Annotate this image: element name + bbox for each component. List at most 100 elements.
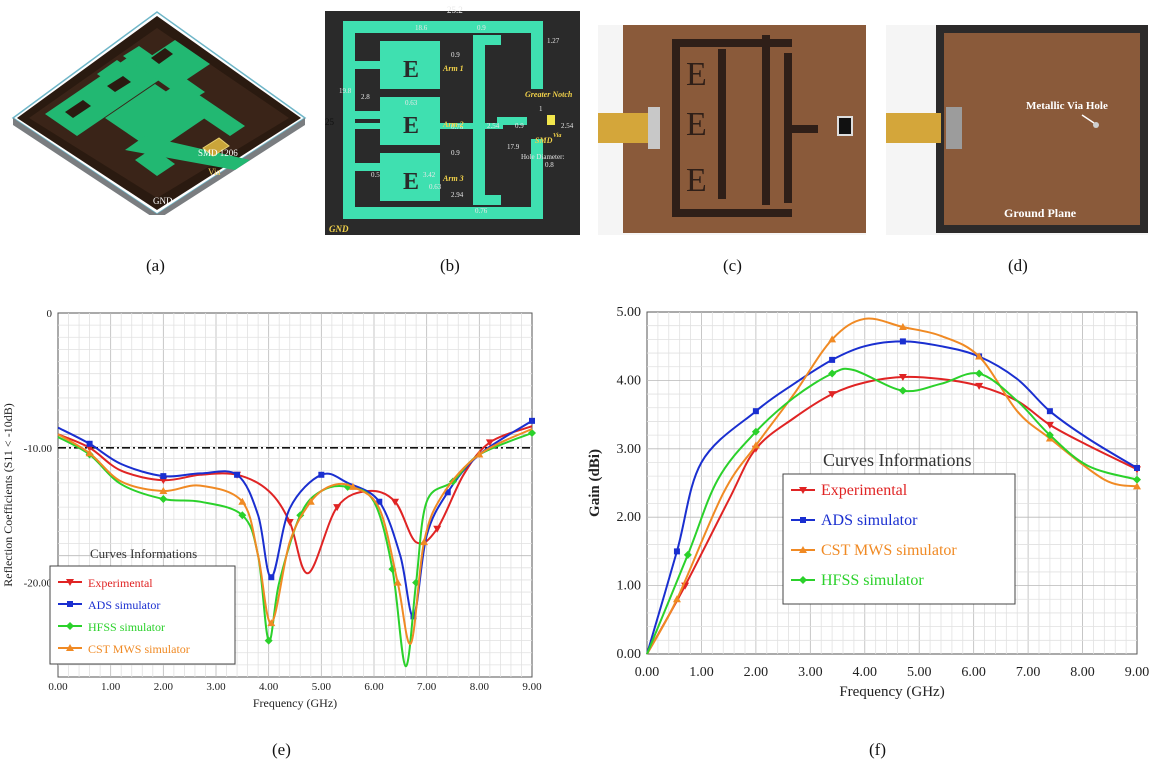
data-point — [85, 449, 94, 457]
data-point — [306, 497, 315, 505]
legend-label: CST MWS simulator — [88, 642, 190, 656]
data-point — [1046, 408, 1053, 415]
fabricated-bottom-photo: Metallic Via Hole Ground Plane — [886, 25, 1148, 235]
data-point — [391, 498, 400, 506]
data-point — [238, 511, 247, 520]
data-point — [898, 373, 907, 381]
data-point — [1045, 431, 1054, 440]
series-line — [646, 340, 1138, 655]
legend-label: HFSS simulator — [88, 620, 165, 634]
sma-connector — [598, 113, 653, 143]
y-tick-label: 2.00 — [617, 510, 642, 525]
dim-feed1: 2.54 — [487, 122, 500, 130]
x-tick-label: 7.00 — [1016, 665, 1041, 680]
y-tick-label: 4.00 — [617, 373, 642, 388]
data-point — [285, 518, 294, 526]
data-point — [86, 440, 93, 447]
series-hfss-simulator — [646, 367, 1141, 655]
data-point — [159, 495, 168, 504]
legend-marker — [66, 622, 74, 630]
svg-text:E: E — [403, 113, 419, 139]
ground-plane — [944, 33, 1140, 225]
gnd-label-b: GND — [329, 224, 349, 234]
data-point — [159, 486, 168, 494]
x-tick-label: 3.00 — [798, 665, 823, 680]
via-label: Via — [208, 167, 220, 177]
dim-gap5: 3.42 — [423, 171, 436, 179]
data-point — [975, 369, 984, 378]
x-axis-label: Frequency (GHz) — [839, 684, 944, 700]
dim-top-gap: 0.9 — [477, 24, 486, 32]
y-tick-label: 3.00 — [617, 442, 642, 457]
dim-gap3: 0.76 — [451, 123, 464, 131]
data-point — [752, 408, 759, 415]
x-axis-label: Frequency (GHz) — [253, 696, 337, 710]
data-point — [683, 550, 692, 559]
data-point — [828, 335, 837, 343]
caption-e: (e) — [272, 740, 291, 759]
data-point — [1133, 482, 1141, 490]
caption-d: (d) — [1008, 256, 1028, 275]
legend-marker — [66, 644, 74, 651]
svg-text:E: E — [403, 57, 419, 83]
data-point — [485, 439, 494, 447]
antenna-dimension-drawing: E E E 25.2 18.6 0.9 1.27 25 19.8 2.8 0.9… — [325, 5, 580, 235]
svg-text:E: E — [403, 169, 419, 195]
legend-label: Experimental — [821, 482, 908, 499]
data-point — [751, 427, 760, 436]
series-line — [646, 367, 1138, 655]
data-point — [268, 574, 275, 581]
x-tick-label: 8.00 — [470, 681, 490, 693]
smd-label-b: SMD — [535, 136, 553, 145]
dim-gap2: 0.63 — [405, 99, 418, 107]
dim-notch-len: 17.9 — [507, 143, 520, 151]
legend-label: HFSS simulator — [821, 572, 924, 589]
legend: Curves Informations Experimental ADS simul… — [49, 546, 236, 665]
arm1-label: Arm 1 — [442, 64, 464, 73]
fabricated-top-photo: E E E — [598, 25, 866, 235]
legend-marker — [799, 546, 807, 553]
x-tick-label: 1.00 — [101, 681, 121, 693]
data-point — [828, 369, 837, 378]
y-axis-label: Gain (dBi) — [587, 449, 603, 517]
data-point — [444, 489, 451, 496]
arm2-label: Arm 2 — [442, 120, 464, 129]
y-tick-label: 0 — [47, 308, 53, 320]
substrate-photo — [623, 25, 866, 233]
dim-one: 1 — [539, 105, 543, 113]
antenna-3d-view: SMD 1206 Via GND — [11, 11, 307, 215]
x-tick-label: 9.00 — [1125, 665, 1150, 680]
data-point — [267, 619, 276, 627]
y-axis-label: Reflection Coefficients (S11 < -10dB) — [1, 403, 15, 586]
x-tick-label: 5.00 — [907, 665, 932, 680]
caption-b: (b) — [440, 256, 460, 275]
data-point — [234, 471, 241, 478]
via-label-b: Via — [553, 133, 561, 139]
data-point — [318, 471, 325, 478]
dim-right-edge: 1.27 — [547, 37, 560, 45]
legend: Curves Informations Experimental ADS simul… — [782, 450, 1016, 605]
data-point — [672, 595, 681, 603]
legend-marker — [800, 517, 806, 523]
dim-top: 18.6 — [415, 24, 428, 32]
caption-c: (c) — [723, 256, 742, 275]
data-point — [433, 525, 442, 533]
x-tick-label: 5.00 — [312, 681, 332, 693]
x-tick-label: 2.00 — [154, 681, 174, 693]
copper-layout — [343, 21, 543, 219]
y-tick-label: -20.00 — [24, 578, 53, 590]
greater-notch-label: Greater Notch — [525, 90, 573, 99]
legend-label: ADS simulator — [821, 512, 918, 529]
dim-notch-gap: 2.54 — [561, 122, 574, 130]
dim-gap4: 0.9 — [451, 149, 460, 157]
y-tick-label: 1.00 — [617, 579, 642, 594]
data-point — [975, 382, 984, 390]
svg-text:E: E — [686, 56, 707, 93]
dim-width: 25.2 — [447, 5, 463, 15]
metallic-via-label: Metallic Via Hole — [1026, 100, 1108, 112]
x-tick-label: 4.00 — [853, 665, 878, 680]
legend-title: Curves Informations — [823, 450, 971, 470]
dim-left-small: 2.8 — [361, 93, 370, 101]
data-point — [899, 338, 906, 345]
data-point — [348, 482, 357, 490]
